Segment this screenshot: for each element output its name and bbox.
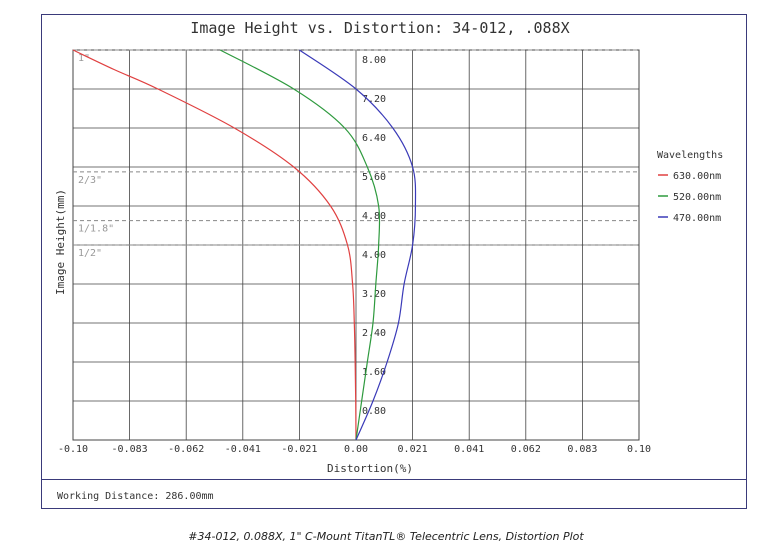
y-tick-label: 8.00 (362, 55, 386, 66)
x-axis-label: Distortion(%) (327, 462, 413, 475)
legend: Wavelengths 630.00nm 520.00nm 470.00nm (657, 150, 723, 224)
x-tick-label: -0.041 (225, 444, 261, 455)
y-tick-labels: 0.80 1.60 2.40 3.20 4.00 4.80 5.60 6.40 7.20 8.00 (362, 55, 386, 417)
y-tick-label: 2.40 (362, 328, 386, 339)
x-tick-label: 0.021 (398, 444, 428, 455)
x-tick-label: 0.062 (511, 444, 541, 455)
x-tick-label: -0.062 (168, 444, 204, 455)
x-tick-label: 0.083 (567, 444, 597, 455)
y-tick-label: 3.20 (362, 289, 386, 300)
y-tick-label: 7.20 (362, 94, 386, 105)
series-line (299, 49, 417, 441)
x-tick-label: -0.021 (281, 444, 317, 455)
chart-title: Image Height vs. Distortion: 34-012, .08… (190, 19, 569, 37)
x-tick-label: -0.083 (112, 444, 148, 455)
y-axis-label: Image Height(mm) (54, 189, 67, 295)
working-distance: Working Distance: 286.00mm (57, 491, 214, 502)
y-tick-label: 4.00 (362, 250, 386, 261)
y-tick-label: 4.80 (362, 211, 386, 222)
legend-entry-label: 470.00nm (673, 213, 721, 224)
x-tick-label: 0.041 (454, 444, 484, 455)
sensor-format-label: 2/3" (78, 175, 102, 186)
sensor-format-label: 1/1.8" (78, 224, 114, 235)
figure-caption: #34-012, 0.088X, 1" C-Mount TitanTL® Tel… (188, 530, 584, 543)
y-tick-label: 5.60 (362, 172, 386, 183)
y-tick-label: 6.40 (362, 133, 386, 144)
legend-title: Wavelengths (657, 150, 723, 161)
series-line (219, 49, 381, 441)
x-tick-label: 0.00 (344, 444, 368, 455)
legend-entry-label: 520.00nm (673, 192, 721, 203)
sensor-format-lines: 1" 2/3" 1/1.8" 1/2" (73, 49, 639, 259)
x-tick-labels: -0.10 -0.083 -0.062 -0.041 -0.021 0.00 0.021 0.… (58, 444, 651, 455)
x-tick-label: 0.10 (627, 444, 651, 455)
series-line (72, 49, 357, 441)
y-tick-label: 0.80 (362, 406, 386, 417)
plot-frame (41, 14, 747, 509)
x-tick-label: -0.10 (58, 444, 88, 455)
y-tick-label: 1.60 (362, 367, 386, 378)
sensor-format-label: 1/2" (78, 248, 102, 259)
sensor-format-label: 1" (78, 53, 90, 64)
legend-entry-label: 630.00nm (673, 171, 721, 182)
footer-divider (41, 479, 747, 480)
series-lines (72, 49, 417, 441)
